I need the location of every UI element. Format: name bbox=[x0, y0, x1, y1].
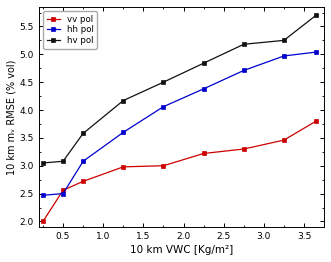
hv pol bbox=[41, 161, 45, 165]
hh pol bbox=[61, 192, 65, 195]
vv pol bbox=[202, 152, 206, 155]
vv pol bbox=[282, 139, 286, 142]
hh pol bbox=[314, 51, 318, 54]
vv pol bbox=[61, 189, 65, 192]
Line: vv pol: vv pol bbox=[41, 119, 318, 223]
hh pol bbox=[202, 87, 206, 90]
vv pol bbox=[41, 220, 45, 223]
Line: hh pol: hh pol bbox=[41, 50, 318, 197]
hh pol bbox=[242, 69, 246, 72]
Legend: vv pol, hh pol, hv pol: vv pol, hh pol, hv pol bbox=[43, 11, 97, 48]
hh pol bbox=[81, 160, 85, 163]
hv pol bbox=[242, 43, 246, 46]
hv pol bbox=[162, 81, 166, 84]
vv pol bbox=[81, 180, 85, 183]
vv pol bbox=[162, 164, 166, 167]
hv pol bbox=[121, 99, 125, 102]
hv pol bbox=[314, 14, 318, 17]
hv pol bbox=[81, 132, 85, 135]
hv pol bbox=[282, 39, 286, 42]
hv pol bbox=[61, 160, 65, 163]
hh pol bbox=[41, 194, 45, 197]
hh pol bbox=[162, 105, 166, 108]
Y-axis label: 10 km mᵥ RMSE (% vol): 10 km mᵥ RMSE (% vol) bbox=[7, 59, 17, 175]
hh pol bbox=[121, 131, 125, 134]
vv pol bbox=[314, 119, 318, 123]
vv pol bbox=[242, 148, 246, 151]
hv pol bbox=[202, 62, 206, 65]
X-axis label: 10 km VWC [Kg/m²]: 10 km VWC [Kg/m²] bbox=[130, 245, 233, 255]
Line: hv pol: hv pol bbox=[41, 13, 318, 165]
vv pol bbox=[121, 165, 125, 168]
hh pol bbox=[282, 54, 286, 58]
